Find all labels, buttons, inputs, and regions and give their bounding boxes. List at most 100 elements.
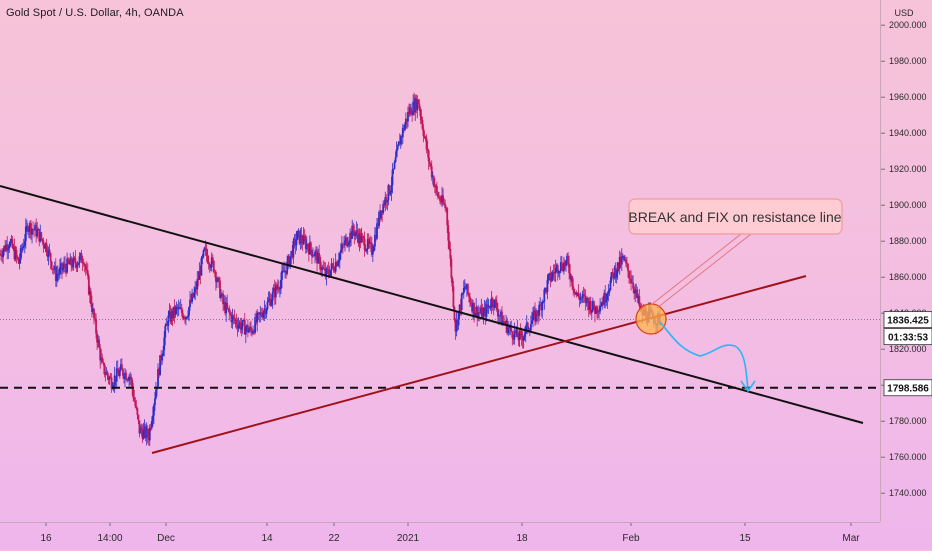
candle-body bbox=[596, 306, 598, 313]
candle-body bbox=[70, 257, 73, 266]
candle-body bbox=[122, 368, 124, 376]
price-axis-panel[interactable] bbox=[880, 0, 932, 522]
candle-body bbox=[396, 145, 399, 150]
candle-body bbox=[517, 337, 520, 341]
candle-body bbox=[72, 257, 75, 268]
candle-body bbox=[506, 320, 509, 334]
candle-body bbox=[397, 141, 400, 146]
candle-body bbox=[74, 258, 77, 264]
candle-body bbox=[126, 379, 128, 381]
candle-body bbox=[514, 330, 517, 334]
candle-body bbox=[296, 230, 299, 240]
candle-body bbox=[190, 299, 192, 302]
candle-body bbox=[323, 268, 326, 270]
support-price-value: 1798.586 bbox=[887, 384, 929, 395]
candle-body bbox=[426, 149, 429, 151]
candle-body bbox=[611, 272, 614, 274]
candle-body bbox=[599, 306, 601, 312]
candle-body bbox=[150, 421, 153, 428]
candle-body bbox=[286, 261, 289, 274]
candle-body bbox=[180, 307, 183, 314]
time-axis-panel[interactable] bbox=[0, 522, 880, 551]
candle-body bbox=[135, 406, 138, 409]
candle-body bbox=[578, 296, 581, 300]
candle-body bbox=[253, 331, 255, 333]
candle-body bbox=[225, 302, 228, 314]
candle-body bbox=[249, 326, 251, 331]
candle-body bbox=[182, 317, 185, 319]
candle-body bbox=[39, 232, 42, 242]
candle-body bbox=[260, 312, 263, 316]
candle-body bbox=[507, 327, 510, 334]
candle-body bbox=[146, 428, 149, 437]
candle-body bbox=[403, 124, 406, 131]
candle-body bbox=[465, 284, 468, 290]
candle-body bbox=[33, 229, 35, 231]
candle-body bbox=[576, 292, 579, 296]
candle-body bbox=[92, 309, 94, 312]
candle-body bbox=[176, 306, 179, 310]
candle-body bbox=[533, 310, 535, 314]
candle-body bbox=[499, 315, 501, 317]
candle-body bbox=[468, 293, 470, 297]
candle-body bbox=[560, 262, 563, 270]
candle-body bbox=[62, 267, 64, 271]
candle-body bbox=[494, 299, 497, 303]
candle-body bbox=[492, 303, 495, 308]
candle-body bbox=[485, 304, 488, 317]
candle-body bbox=[508, 327, 511, 329]
candle-body bbox=[266, 301, 269, 310]
candle-body bbox=[339, 250, 342, 254]
candle-body bbox=[73, 257, 76, 259]
candle-body bbox=[410, 107, 412, 115]
candle-body bbox=[285, 270, 288, 274]
candle-body bbox=[376, 223, 378, 239]
time-tick-label: Mar bbox=[842, 533, 860, 544]
candle-body bbox=[513, 330, 516, 340]
candle-body bbox=[243, 320, 246, 335]
candle-body bbox=[627, 264, 629, 272]
candle-body bbox=[413, 101, 416, 113]
candle-body bbox=[432, 176, 435, 187]
candle-body bbox=[424, 136, 427, 139]
break-highlight-circle bbox=[635, 303, 667, 335]
candle-body bbox=[400, 136, 403, 138]
candle-body bbox=[442, 195, 444, 203]
support-price-tag bbox=[883, 379, 932, 397]
candle-body bbox=[352, 225, 355, 231]
annotation-text: BREAK and FIX on resistance line bbox=[628, 209, 841, 225]
candle-body bbox=[495, 302, 498, 310]
candle-body bbox=[86, 270, 89, 276]
candle-body bbox=[53, 266, 56, 270]
candle-body bbox=[582, 294, 585, 296]
candle-body bbox=[414, 98, 417, 113]
candle-body bbox=[411, 114, 414, 116]
candle-body bbox=[368, 242, 371, 244]
candle-body bbox=[479, 312, 482, 314]
candle-body bbox=[547, 274, 550, 280]
candle-body bbox=[303, 235, 306, 240]
candle-body bbox=[389, 192, 392, 195]
candle-body bbox=[590, 309, 593, 313]
candle-body bbox=[25, 225, 28, 227]
price-tick-label: 1900.000 bbox=[889, 200, 927, 210]
candle-body bbox=[165, 324, 168, 326]
candle-body bbox=[594, 309, 596, 314]
candle-body bbox=[343, 244, 345, 246]
candle-body bbox=[193, 292, 196, 298]
price-tick-label: 1980.000 bbox=[889, 56, 927, 66]
candle-body bbox=[355, 230, 358, 234]
candle-body bbox=[318, 253, 321, 258]
candle-body bbox=[537, 315, 540, 317]
candle-body bbox=[123, 375, 125, 379]
candle-body bbox=[545, 288, 548, 292]
candle-body bbox=[616, 262, 619, 273]
candle-body bbox=[600, 305, 603, 307]
candle-body bbox=[358, 233, 361, 244]
candle-body bbox=[279, 288, 281, 290]
candle-body bbox=[326, 268, 329, 270]
candle-body bbox=[518, 331, 521, 341]
candle-body bbox=[50, 261, 53, 269]
candle-body bbox=[574, 292, 577, 294]
